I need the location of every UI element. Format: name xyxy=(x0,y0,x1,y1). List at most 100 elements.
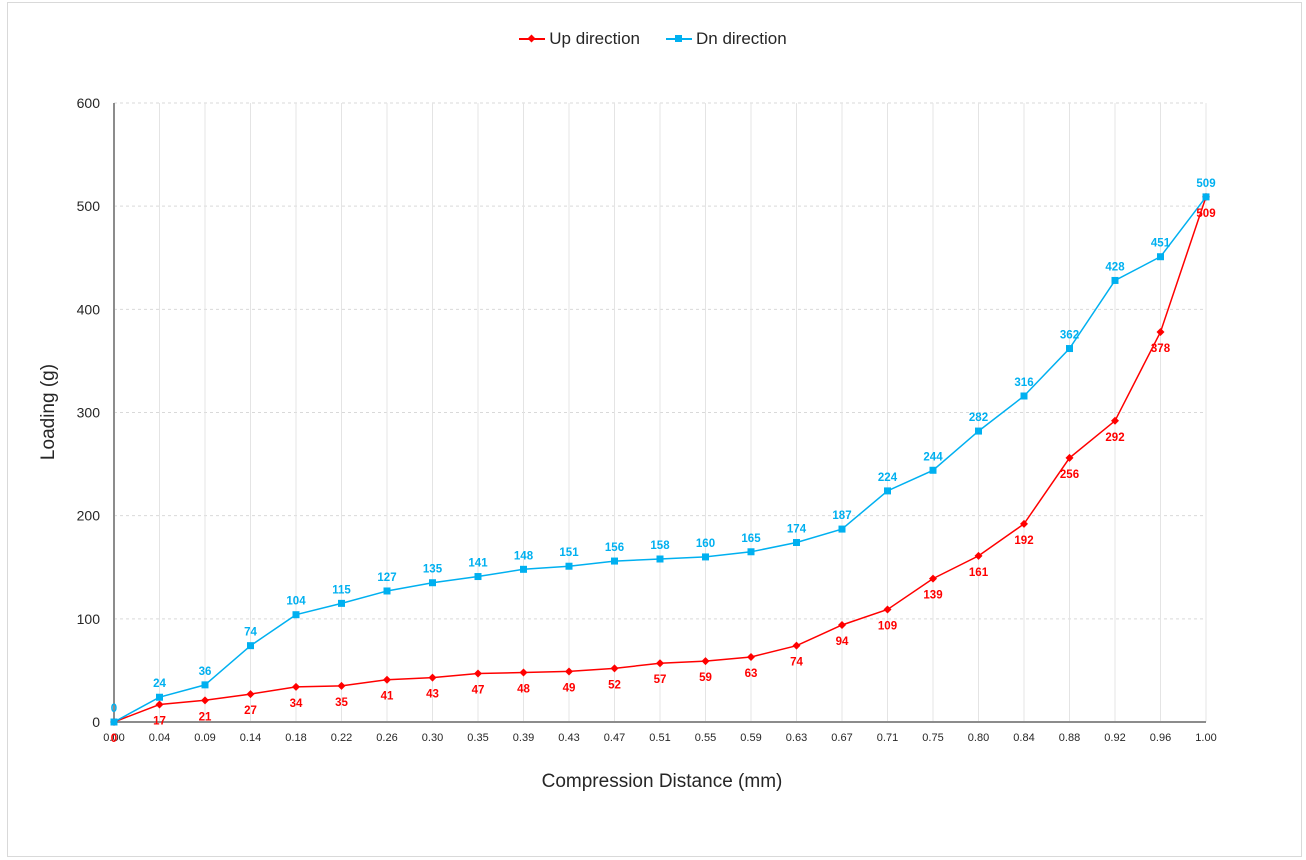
legend-label-up: Up direction xyxy=(549,29,640,48)
data-point-dn xyxy=(338,599,345,607)
data-point-dn xyxy=(1020,392,1028,400)
data-label-dn: 127 xyxy=(377,572,396,584)
data-label-dn: 151 xyxy=(559,547,579,559)
x-axis-title: Compression Distance (mm) xyxy=(542,771,783,792)
data-point-dn xyxy=(429,579,436,587)
y-tick-label: 100 xyxy=(77,611,101,627)
data-point-dn xyxy=(702,553,709,561)
data-label-dn: 160 xyxy=(696,538,715,550)
data-point-dn xyxy=(201,681,209,689)
data-point-dn xyxy=(110,718,118,726)
data-point-up xyxy=(974,551,983,560)
y-tick-label: 0 xyxy=(92,714,100,730)
series-markers xyxy=(110,192,1210,726)
data-point-dn xyxy=(292,611,300,619)
y-axis-title: Loading (g) xyxy=(38,364,59,460)
data-label-dn: 316 xyxy=(1014,377,1033,389)
data-point-dn xyxy=(565,562,573,570)
data-label-up: 74 xyxy=(790,657,803,669)
data-point-dn xyxy=(156,693,163,701)
data-point-up xyxy=(929,574,937,583)
data-point-dn xyxy=(838,525,846,533)
data-point-up xyxy=(701,657,710,666)
data-point-up xyxy=(1065,453,1074,462)
data-label-up: 0 xyxy=(111,733,117,745)
x-tick-label: 0.00 xyxy=(103,732,124,744)
y-tick-label: 600 xyxy=(77,95,101,111)
data-label-dn: 509 xyxy=(1196,178,1215,190)
data-label-up: 52 xyxy=(608,679,621,691)
data-point-dn xyxy=(383,587,391,595)
data-label-up: 17 xyxy=(153,715,166,727)
x-tick-label: 0.14 xyxy=(240,732,261,744)
data-point-dn xyxy=(247,642,254,650)
data-label-dn: 158 xyxy=(650,540,670,552)
x-tick-label: 0.39 xyxy=(513,732,534,744)
x-tick-label: 0.67 xyxy=(831,732,852,744)
axes xyxy=(113,103,1206,723)
chart-legend: Up direction Dn direction xyxy=(0,29,1306,49)
data-label-dn: 24 xyxy=(153,678,166,690)
data-point-dn xyxy=(1157,253,1164,261)
data-point-up xyxy=(292,682,300,691)
data-label-up: 27 xyxy=(244,705,257,717)
grid-lines xyxy=(114,102,1207,722)
data-point-up xyxy=(1156,328,1165,337)
data-label-dn: 141 xyxy=(468,558,488,570)
data-point-dn xyxy=(975,427,982,435)
x-tick-label: 0.22 xyxy=(331,732,352,744)
data-point-up xyxy=(155,700,164,709)
x-tick-label: 0.43 xyxy=(558,732,579,744)
chart-frame xyxy=(7,2,1302,857)
data-label-dn: 187 xyxy=(832,510,851,522)
data-point-up xyxy=(610,664,619,673)
data-point-dn xyxy=(474,573,482,581)
data-label-up: 378 xyxy=(1151,343,1171,355)
data-label-up: 94 xyxy=(836,636,849,648)
x-tick-label: 0.26 xyxy=(376,732,397,744)
data-label-dn: 156 xyxy=(605,542,624,554)
data-label-up: 192 xyxy=(1014,535,1033,547)
y-tick-label: 400 xyxy=(77,301,101,317)
legend-item-up: Up direction xyxy=(519,29,640,49)
data-point-up xyxy=(383,675,391,684)
data-label-up: 256 xyxy=(1060,469,1079,481)
data-label-dn: 244 xyxy=(923,451,943,463)
data-point-dn xyxy=(1202,193,1210,201)
data-point-up xyxy=(883,605,892,614)
y-tick-label: 200 xyxy=(77,508,101,524)
x-tick-label: 0.84 xyxy=(1013,732,1034,744)
data-point-up xyxy=(428,673,437,682)
data-point-up xyxy=(337,681,346,690)
data-label-dn: 0 xyxy=(111,703,117,715)
data-label-up: 109 xyxy=(878,621,897,633)
data-point-dn xyxy=(520,565,527,573)
data-point-up xyxy=(519,668,528,677)
x-tick-label: 0.63 xyxy=(786,732,807,744)
data-point-dn xyxy=(611,557,618,565)
x-tick-label: 0.35 xyxy=(467,732,488,744)
data-label-dn: 135 xyxy=(423,564,443,576)
data-label-up: 34 xyxy=(290,698,303,710)
data-label-up: 59 xyxy=(699,672,712,684)
y-tick-label: 500 xyxy=(77,198,101,214)
data-point-dn xyxy=(793,538,800,546)
data-label-dn: 115 xyxy=(332,584,351,596)
data-label-up: 48 xyxy=(517,683,530,695)
data-point-dn xyxy=(884,487,891,495)
x-tick-label: 0.18 xyxy=(285,732,306,744)
x-tick-label: 0.75 xyxy=(922,732,943,744)
legend-item-dn: Dn direction xyxy=(666,29,787,49)
data-label-up: 49 xyxy=(563,682,576,694)
data-label-up: 21 xyxy=(199,711,212,723)
data-label-up: 41 xyxy=(381,691,394,703)
x-tick-label: 0.59 xyxy=(740,732,761,744)
data-label-up: 139 xyxy=(923,590,942,602)
data-label-up: 43 xyxy=(426,689,439,701)
data-label-up: 47 xyxy=(472,685,485,697)
data-label-dn: 74 xyxy=(244,627,257,639)
x-tick-label: 0.04 xyxy=(149,732,170,744)
data-label-dn: 148 xyxy=(514,550,534,562)
data-label-up: 161 xyxy=(969,567,989,579)
